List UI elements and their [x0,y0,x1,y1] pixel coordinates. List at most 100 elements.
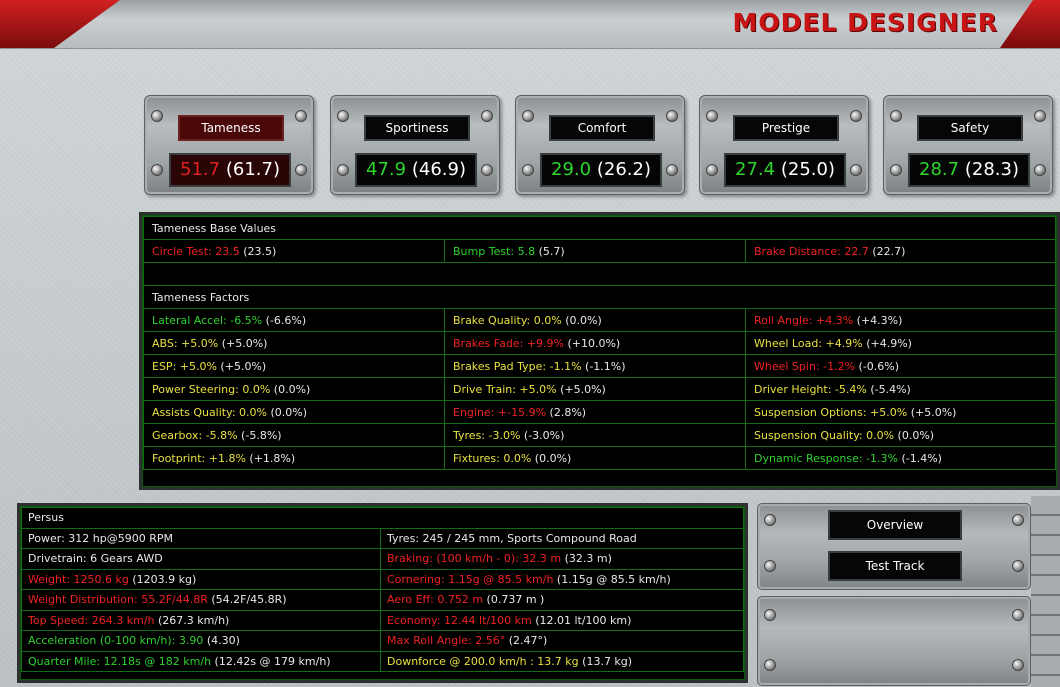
cell-prev: (+4.9%) [862,336,912,350]
table-cell: Weight: 1250.6 kg (1203.9 kg) [21,568,381,590]
cell-label: Weight Distribution: 55.2F/44.8R [28,593,208,607]
cell-label: Top Speed: 264.3 km/h [28,613,155,627]
screw-icon [666,164,678,176]
cell-label: Gearbox: -5.8% [152,428,238,442]
cell-label: Suspension Options: +5.0% [754,405,908,419]
table-cell: Cornering: 1.15g @ 85.5 km/h (1.15g @ 85… [380,568,744,590]
table-cell: Tyres: -3.0% (-3.0%) [444,423,746,447]
screw-icon [151,110,163,122]
cell-prev: (-1.1%) [581,359,626,373]
screw-icon [850,110,862,122]
stat-value-display: 27.4 (25.0) [724,153,846,187]
stat-value-display: 47.9 (46.9) [355,153,477,187]
screw-icon [337,110,349,122]
cell-label: Circle Test: 23.5 [152,244,240,258]
stat-prev-value: (61.7) [225,159,280,180]
screw-icon [1012,659,1024,671]
table-cell: Lateral Accel: -6.5% (-6.6%) [143,308,445,332]
screw-icon [850,164,862,176]
table-cell: Weight Distribution: 55.2F/44.8R (54.2F/… [21,589,381,611]
table-cell: ESP: +5.0% (+5.0%) [143,354,445,378]
table-cell: Tyres: 245 / 245 mm, Sports Compound Roa… [380,527,744,549]
overview-button[interactable]: Overview [828,510,962,540]
stat-plate-comfort[interactable]: Comfort 29.0 (26.2) [515,95,685,195]
cell-label: ABS: +5.0% [152,336,219,350]
table-row: Footprint: +1.8% (+1.8%) Fixtures: 0.0% … [143,446,1056,470]
table-cell: Wheel Load: +4.9% (+4.9%) [745,331,1056,355]
cell-label: Braking: (100 km/h - 0): 32.3 m [387,552,562,566]
stat-label[interactable]: Comfort [549,115,655,141]
stat-value: 47.9 [366,159,407,180]
table-row: ESP: +5.0% (+5.0%) Brakes Pad Type: -1.1… [143,354,1056,378]
table-cell: Economy: 12.44 lt/100 km (12.01 lt/100 k… [380,609,744,631]
screw-icon [522,164,534,176]
cell-prev: (12.42s @ 179 km/h) [211,654,331,668]
header-red-stripe-right [1000,0,1060,48]
stat-plate-prestige[interactable]: Prestige 27.4 (25.0) [699,95,869,195]
cell-prev: (267.3 km/h) [154,613,230,627]
table-cell: Suspension Quality: 0.0% (0.0%) [745,423,1056,447]
table-row: Weight Distribution: 55.2F/44.8R (54.2F/… [21,589,744,611]
cell-prev: (-5.8%) [237,428,282,442]
table-cell: Power Steering: 0.0% (0.0%) [143,377,445,401]
stat-plate-safety[interactable]: Safety 28.7 (28.3) [883,95,1053,195]
cell-label: Brakes Pad Type: -1.1% [453,359,582,373]
cell-prev: (-6.6%) [262,313,307,327]
table-cell: Downforce @ 200.0 km/h : 13.7 kg (13.7 k… [380,650,744,672]
cell-prev: (-5.4%) [866,382,911,396]
cell-prev: (0.0%) [561,313,602,327]
table-cell: Braking: (100 km/h - 0): 32.3 m (32.3 m) [380,548,744,570]
stat-value-display: 29.0 (26.2) [540,153,662,187]
table-row: Power Steering: 0.0% (0.0%) Drive Train:… [143,377,1056,401]
car-name-heading: Persus [21,507,744,529]
cell-label: ESP: +5.0% [152,359,217,373]
header-bar: MODEL DESIGNER [0,0,1060,49]
cell-label: Driver Height: -5.4% [754,382,867,396]
screw-icon [890,164,902,176]
cell-prev: (+5.0%) [907,405,957,419]
table-row: Assists Quality: 0.0% (0.0%) Engine: +-1… [143,400,1056,424]
cell-label: Bump Test: 5.8 [453,244,536,258]
table-row: Lateral Accel: -6.5% (-6.6%) Brake Quali… [143,308,1056,332]
cell-prev: (32.3 m) [561,552,612,566]
table-cell: Fixtures: 0.0% (0.0%) [444,446,746,470]
cell-label: Brakes Fade: +9.9% [453,336,564,350]
cell-prev: (2.8%) [546,405,587,419]
table-cell: Max Roll Angle: 2.56° (2.47°) [380,630,744,652]
screw-icon [706,164,718,176]
screw-icon [1012,560,1024,572]
cell-label: Wheel Spin: -1.2% [754,359,856,373]
cell-label: Max Roll Angle: 2.56° [387,634,506,648]
table-cell: Brake Distance: 22.7 (22.7) [745,239,1056,263]
stat-value: 28.7 [919,159,960,180]
screw-icon [151,164,163,176]
stat-plate-sportiness[interactable]: Sportiness 47.9 (46.9) [330,95,500,195]
cell-prev: (0.0%) [270,382,311,396]
cell-label: Downforce @ 200.0 km/h : 13.7 kg [387,654,579,668]
stat-label[interactable]: Prestige [733,115,839,141]
stat-plate-tameness[interactable]: Tameness 51.7 (61.7) [144,95,314,195]
cell-prev: (0.0%) [531,451,572,465]
stat-label[interactable]: Sportiness [364,115,470,141]
table-cell: Engine: +-15.9% (2.8%) [444,400,746,424]
screw-icon [481,164,493,176]
stat-value: 27.4 [735,159,776,180]
cell-label: Roll Angle: +4.3% [754,313,854,327]
table-cell: Gearbox: -5.8% (-5.8%) [143,423,445,447]
cell-label: Brake Quality: 0.0% [453,313,562,327]
cell-label: Tyres: 245 / 245 mm, Sports Compound Roa… [387,531,637,545]
stat-label[interactable]: Tameness [178,115,284,141]
cell-label: Lateral Accel: -6.5% [152,313,263,327]
stat-value-display: 51.7 (61.7) [169,153,291,187]
table-row: Power: 312 hp@5900 RPM Tyres: 245 / 245 … [21,527,744,549]
stat-prev-value: (46.9) [411,159,466,180]
screw-icon [1034,110,1046,122]
stat-value: 29.0 [551,159,592,180]
cell-prev: (23.5) [239,244,277,258]
test-track-button[interactable]: Test Track [828,551,962,581]
table-cell: Circle Test: 23.5 (23.5) [143,239,445,263]
stat-label[interactable]: Safety [917,115,1023,141]
screw-icon [481,110,493,122]
stat-prev-value: (26.2) [596,159,651,180]
stat-value: 51.7 [180,159,221,180]
